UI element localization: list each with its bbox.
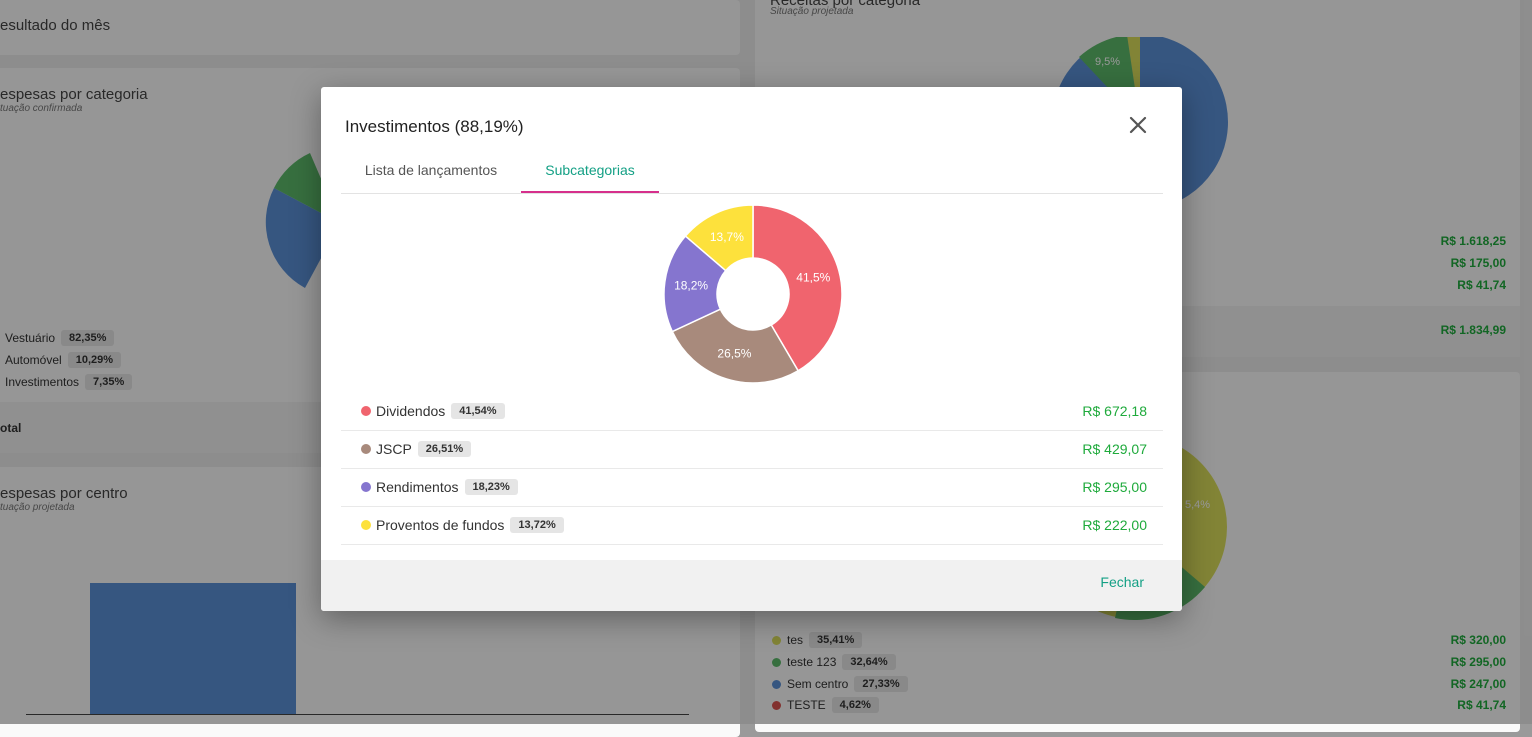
- donut-slice-label: 26,5%: [717, 347, 751, 361]
- legend-pct: 35,41%: [809, 632, 863, 648]
- fechar-button[interactable]: Fechar: [1100, 574, 1144, 590]
- despesas-centro-title: espesas por centro: [0, 485, 128, 502]
- donut-svg: 41,5% 26,5% 18,2% 13,7%: [663, 204, 843, 384]
- subcategory-dot: [361, 520, 371, 530]
- legend-label: TESTE: [787, 698, 826, 712]
- subcategory-pct: 26,51%: [417, 441, 472, 457]
- donut-slice-dividendos[interactable]: [752, 204, 843, 372]
- despesas-categoria-subtitle: tuação confirmada: [0, 103, 83, 114]
- centro-amount: R$ 295,00: [1450, 655, 1506, 669]
- legend-pct: 32,64%: [842, 654, 896, 670]
- donut-slice-label: 41,5%: [796, 271, 830, 285]
- donut-slice-label: 13,7%: [710, 230, 744, 244]
- subcategory-row[interactable]: Rendimentos 18,23% R$ 295,00: [341, 468, 1163, 507]
- receitas-amount: R$ 175,00: [1450, 256, 1506, 270]
- subcategory-pct: 18,23%: [464, 479, 518, 495]
- subcategory-amount: R$ 672,18: [1082, 403, 1147, 419]
- subcategory-amount: R$ 295,00: [1082, 479, 1147, 495]
- bar-sem-centro[interactable]: [90, 583, 296, 715]
- legend-pct: 4,62%: [831, 697, 879, 713]
- centro-legend-item: teste 123 32,64%: [772, 654, 896, 670]
- receitas-categoria-title: Receitas por categoria: [770, 0, 921, 9]
- modal-tabs: Lista de lançamentos Subcategorias: [341, 149, 1163, 194]
- subcategory-row[interactable]: JSCP 26,51% R$ 429,07: [341, 430, 1163, 469]
- centro-amount: R$ 320,00: [1450, 633, 1506, 647]
- subcategory-pct: 13,72%: [510, 517, 564, 533]
- bar-axis-line: [26, 714, 689, 715]
- resultado-title: esultado do mês: [0, 17, 111, 34]
- subcategory-name: Dividendos: [376, 403, 446, 419]
- legend-label: teste 123: [787, 655, 837, 669]
- total-label: otal: [0, 421, 22, 435]
- subcategory-dot: [361, 444, 371, 454]
- tab-subcategorias[interactable]: Subcategorias: [521, 149, 659, 193]
- receitas-amount: R$ 1.618,25: [1440, 234, 1506, 248]
- donut-slice-label: 18,2%: [674, 278, 708, 292]
- subcategory-row[interactable]: Proventos de fundos 13,72% R$ 222,00: [341, 506, 1163, 545]
- despesas-categoria-title: espesas por categoria: [0, 86, 148, 103]
- legend-label: Sem centro: [787, 677, 849, 691]
- subcategory-amount: R$ 222,00: [1082, 517, 1147, 533]
- subcategory-pct: 41,54%: [451, 403, 505, 419]
- legend-dot: [772, 679, 781, 689]
- resultado-card: esultado do mês: [0, 0, 740, 55]
- receitas-slice-label: 9,5%: [1095, 56, 1120, 68]
- modal-title: Investimentos (88,19%): [345, 117, 524, 136]
- tab-lista-lancamentos[interactable]: Lista de lançamentos: [364, 162, 498, 178]
- subcategory-dot: [361, 482, 371, 492]
- centro-legend-item: tes 35,41%: [772, 632, 863, 648]
- legend-label: tes: [787, 633, 804, 647]
- subcategories-donut-chart: 41,5% 26,5% 18,2% 13,7%: [663, 204, 843, 384]
- modal-footer: Fechar: [321, 560, 1182, 611]
- receitas-categoria-subtitle: Situação projetada: [770, 6, 854, 17]
- legend-label: Investimentos: [5, 375, 80, 389]
- legend-dot: [772, 700, 781, 710]
- legend-pct: 7,35%: [85, 374, 133, 390]
- subcategory-dot: [361, 406, 371, 416]
- donut-slice-proventos-de-fundos[interactable]: [684, 204, 754, 272]
- legend-label: Automóvel: [5, 353, 62, 367]
- subcategory-amount: R$ 429,07: [1082, 441, 1147, 457]
- legend-pct: 10,29%: [67, 352, 122, 368]
- despesas-centro-subtitle: tuação projetada: [0, 502, 75, 513]
- centro-amount: R$ 41,74: [1457, 698, 1506, 712]
- centro-amount: R$ 247,00: [1450, 677, 1506, 691]
- subcategory-name: Proventos de fundos: [376, 517, 505, 533]
- legend-pct: 27,33%: [854, 676, 908, 692]
- centro-legend-item: TESTE 4,62%: [772, 697, 879, 713]
- receitas-amount: R$ 41,74: [1457, 278, 1506, 292]
- subcategory-name: JSCP: [376, 441, 412, 457]
- donut-slice-jscp[interactable]: [671, 308, 800, 384]
- legend-label: Vestuário: [5, 331, 56, 345]
- receitas-total: R$ 1.834,99: [1440, 323, 1506, 337]
- despesas-legend-item: Automóvel 10,29%: [0, 352, 122, 368]
- subcategory-row[interactable]: Dividendos 41,54% R$ 672,18: [341, 392, 1163, 431]
- subcategory-name: Rendimentos: [376, 479, 459, 495]
- centro-legend-item: Sem centro 27,33%: [772, 676, 908, 692]
- legend-dot: [772, 635, 781, 645]
- receitas-centro-slice-label: 5,4%: [1185, 499, 1210, 511]
- despesas-legend-item: Vestuário 82,35%: [0, 330, 115, 346]
- subcategories-modal: Investimentos (88,19%) Lista de lançamen…: [321, 87, 1182, 611]
- legend-dot: [772, 657, 781, 667]
- close-icon[interactable]: [1127, 114, 1149, 136]
- despesas-legend-item: Investimentos 7,35%: [0, 374, 133, 390]
- legend-pct: 82,35%: [61, 330, 115, 346]
